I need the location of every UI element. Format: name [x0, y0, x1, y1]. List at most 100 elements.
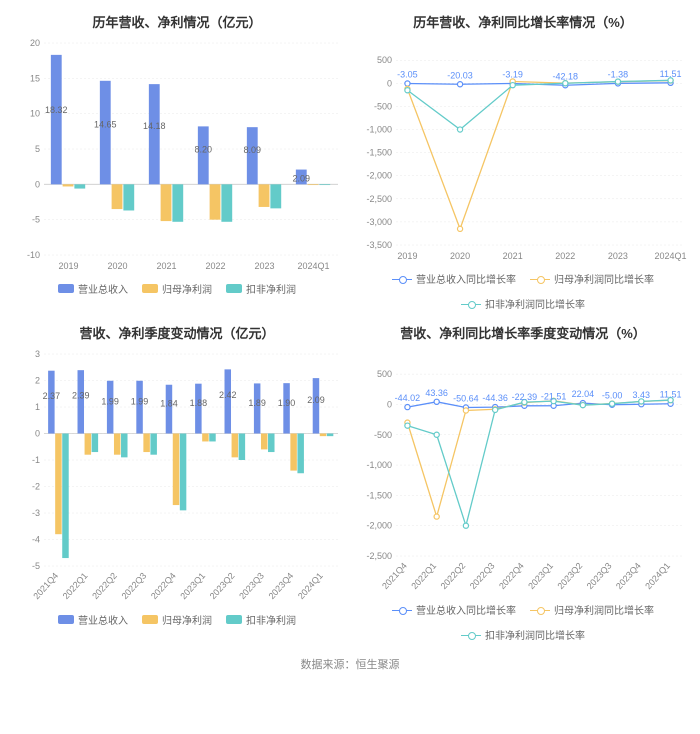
svg-text:-50.64: -50.64 — [453, 394, 479, 404]
panel-tr: 历年营收、净利同比增长率情况（%） -3,500-3,000-2,500-2,0… — [354, 8, 692, 311]
svg-text:-2,000: -2,000 — [366, 171, 392, 181]
panel-bl-title: 营收、净利季度变动情况（亿元） — [8, 323, 346, 342]
svg-text:-5: -5 — [32, 561, 40, 571]
svg-text:1.88: 1.88 — [190, 398, 208, 408]
svg-text:2024Q1: 2024Q1 — [655, 251, 687, 261]
svg-text:-3.05: -3.05 — [397, 69, 418, 79]
svg-text:-500: -500 — [374, 430, 392, 440]
svg-text:-22.39: -22.39 — [512, 392, 538, 402]
svg-text:1.84: 1.84 — [160, 399, 178, 409]
svg-text:2022Q1: 2022Q1 — [61, 571, 90, 601]
panel-tl-title: 历年营收、净利情况（亿元） — [8, 12, 346, 31]
svg-text:-4: -4 — [32, 535, 40, 545]
svg-text:2.39: 2.39 — [72, 391, 90, 401]
svg-text:2023Q2: 2023Q2 — [555, 561, 584, 591]
svg-text:2022Q1: 2022Q1 — [409, 561, 438, 591]
legend-swatch-rect — [142, 615, 158, 624]
svg-text:2024Q1: 2024Q1 — [643, 561, 672, 591]
panel-br-title: 营收、净利同比增长率季度变动情况（%） — [354, 323, 692, 342]
svg-text:10: 10 — [30, 109, 40, 119]
svg-text:2022Q2: 2022Q2 — [90, 571, 119, 601]
svg-text:-44.02: -44.02 — [395, 393, 421, 403]
svg-text:-21.51: -21.51 — [541, 392, 567, 402]
svg-text:500: 500 — [377, 369, 392, 379]
svg-text:2022: 2022 — [205, 261, 225, 271]
panel-bl-legend: 营业总收入 归母净利润扣非净利润 — [8, 612, 346, 627]
svg-text:2023Q1: 2023Q1 — [526, 561, 555, 591]
legend-swatch-rect — [226, 284, 242, 293]
svg-text:-1,500: -1,500 — [366, 490, 392, 500]
legend-item: 扣非净利润同比增长率 — [461, 296, 585, 311]
chart-grid: 历年营收、净利情况（亿元） -10-50510152018.3214.6514.… — [8, 8, 692, 642]
svg-text:2024Q1: 2024Q1 — [296, 571, 325, 601]
svg-text:2022Q4: 2022Q4 — [497, 561, 526, 591]
legend-item: 扣非净利润 — [226, 612, 296, 627]
svg-text:20: 20 — [30, 38, 40, 48]
legend-item: 营业总收入同比增长率 — [392, 271, 516, 286]
legend-swatch-rect — [142, 284, 158, 293]
svg-text:2024Q1: 2024Q1 — [297, 261, 329, 271]
svg-text:0: 0 — [387, 78, 392, 88]
svg-text:15: 15 — [30, 73, 40, 83]
svg-text:-2,000: -2,000 — [366, 521, 392, 531]
svg-text:2.09: 2.09 — [307, 395, 325, 405]
svg-text:-2,500: -2,500 — [366, 551, 392, 561]
svg-text:2022Q2: 2022Q2 — [439, 561, 468, 591]
legend-swatch-line — [530, 605, 550, 615]
legend-swatch-line — [461, 630, 481, 640]
legend-label: 营业总收入同比增长率 — [416, 271, 516, 286]
svg-text:0: 0 — [35, 429, 40, 439]
svg-text:8.09: 8.09 — [244, 145, 262, 155]
legend-label: 归母净利润同比增长率 — [554, 602, 654, 617]
svg-text:-10: -10 — [27, 250, 40, 260]
svg-text:5: 5 — [35, 144, 40, 154]
legend-item: 营业总收入 — [58, 281, 128, 296]
svg-text:2022Q4: 2022Q4 — [149, 571, 178, 601]
svg-text:11.51: 11.51 — [660, 390, 682, 400]
svg-text:2022: 2022 — [555, 251, 575, 261]
svg-text:-500: -500 — [374, 101, 392, 111]
data-source-footer: 数据来源：恒生聚源 — [8, 656, 692, 672]
svg-text:-5: -5 — [32, 215, 40, 225]
svg-text:2022Q3: 2022Q3 — [468, 561, 497, 591]
svg-text:-3,000: -3,000 — [366, 217, 392, 227]
svg-text:2023Q4: 2023Q4 — [267, 571, 296, 601]
svg-text:0: 0 — [387, 399, 392, 409]
svg-text:0: 0 — [35, 179, 40, 189]
svg-text:2023Q3: 2023Q3 — [237, 571, 266, 601]
legend-label: 归母净利润 — [162, 612, 212, 627]
legend-swatch-line — [392, 605, 412, 615]
svg-text:2021: 2021 — [503, 251, 523, 261]
legend-swatch-rect — [226, 615, 242, 624]
panel-tl: 历年营收、净利情况（亿元） -10-50510152018.3214.6514.… — [8, 8, 346, 311]
svg-text:1.99: 1.99 — [101, 396, 119, 406]
svg-text:14.18: 14.18 — [143, 121, 166, 131]
svg-text:2020: 2020 — [107, 261, 127, 271]
legend-label: 营业总收入 — [78, 612, 128, 627]
legend-label: 营业总收入 — [78, 281, 128, 296]
legend-label: 归母净利润 — [162, 281, 212, 296]
svg-text:-3.19: -3.19 — [502, 69, 523, 79]
svg-text:-1,000: -1,000 — [366, 125, 392, 135]
svg-text:43.36: 43.36 — [425, 388, 448, 398]
panel-br: 营收、净利同比增长率季度变动情况（%） -2,500-2,000-1,500-1… — [354, 319, 692, 642]
svg-text:2019: 2019 — [58, 261, 78, 271]
svg-text:2023Q3: 2023Q3 — [585, 561, 614, 591]
svg-text:2023Q2: 2023Q2 — [208, 571, 237, 601]
legend-item: 营业总收入同比增长率 — [392, 602, 516, 617]
svg-text:2020: 2020 — [450, 251, 470, 261]
legend-label: 扣非净利润同比增长率 — [485, 627, 585, 642]
svg-text:2: 2 — [35, 376, 40, 386]
panel-tr-title: 历年营收、净利同比增长率情况（%） — [354, 12, 692, 31]
legend-swatch-line — [530, 274, 550, 284]
legend-item: 扣非净利润 — [226, 281, 296, 296]
svg-text:1.89: 1.89 — [248, 398, 266, 408]
svg-text:3.43: 3.43 — [633, 390, 651, 400]
svg-text:-3,500: -3,500 — [366, 240, 392, 250]
svg-text:2.09: 2.09 — [293, 173, 311, 183]
svg-text:-5.00: -5.00 — [602, 391, 623, 401]
svg-text:2023: 2023 — [608, 251, 628, 261]
svg-text:14.65: 14.65 — [94, 119, 117, 129]
svg-text:-1,500: -1,500 — [366, 148, 392, 158]
svg-text:2023: 2023 — [254, 261, 274, 271]
